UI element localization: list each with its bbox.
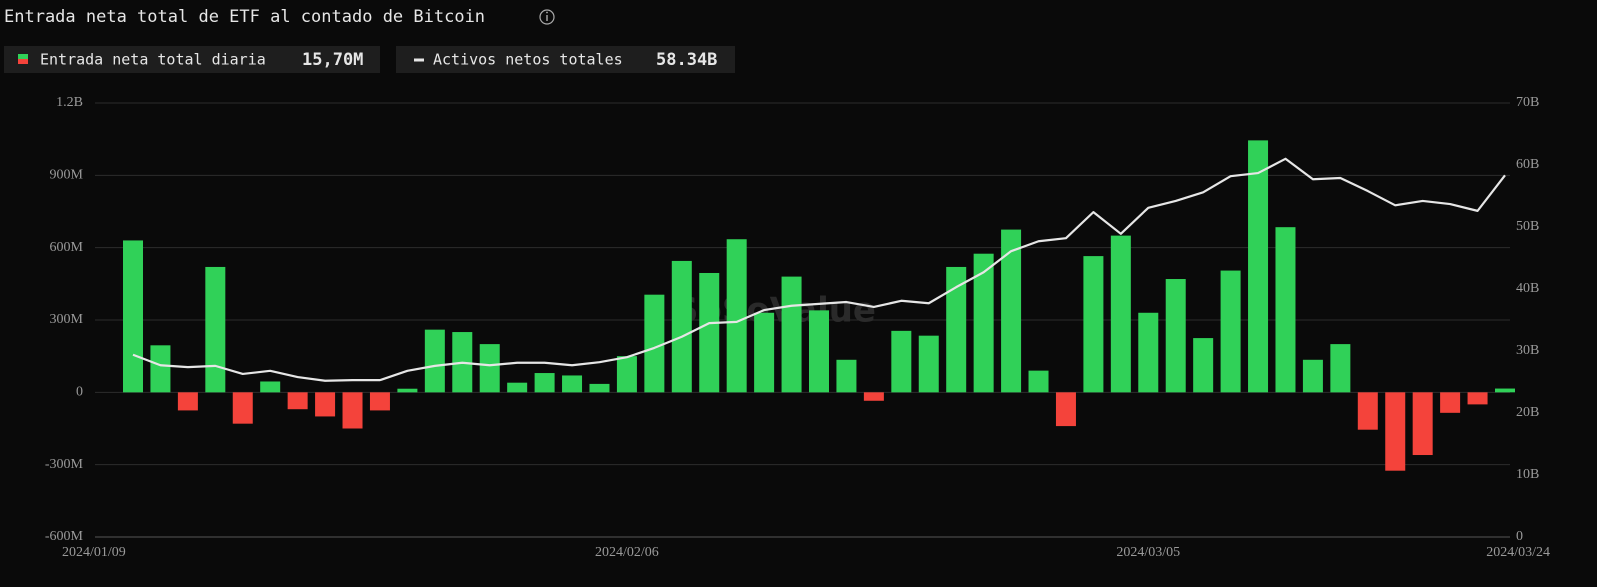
bar [781,276,802,393]
bar [754,312,775,393]
legend-box [4,46,380,73]
bar [287,392,308,410]
line [132,157,1506,382]
legend-label: Activos netos totales [433,51,623,69]
bar [863,392,884,401]
y-tick-label: 900M [50,168,84,183]
bar [1001,229,1022,393]
bar [123,240,143,393]
bar [1467,392,1488,405]
x-tick-label: 2024/03/24 [1486,545,1550,560]
bar [1248,140,1269,393]
bar [1440,392,1461,413]
bar [1138,312,1159,393]
bar [946,266,967,393]
bar [589,383,610,393]
legend-box [396,46,735,73]
y-tick-label: 1.2B [56,95,83,110]
y-tick-label: -600M [45,529,84,544]
y2-tick-label: 70B [1516,95,1539,110]
bar [1385,392,1406,471]
bar [205,266,226,393]
bar [1165,279,1186,393]
bar [671,260,692,393]
chart-title: Entrada neta total de ETF al contado de … [4,7,485,27]
bar [1412,392,1433,456]
y2-tick-label: 40B [1516,281,1539,296]
y2-tick-label: 60B [1516,157,1539,172]
x-tick-label: 2024/01/09 [62,545,126,560]
bar [644,294,665,393]
x-tick-label: 2024/02/06 [595,545,659,560]
bar [150,345,171,393]
bar [726,239,747,393]
bar [918,335,939,393]
bar [891,330,912,393]
y-tick-label: 600M [50,240,84,255]
bar [342,392,363,429]
legend-label: Entrada neta total diaria [40,51,266,69]
bar [534,373,555,393]
legend-swatch [18,59,28,64]
bar [260,381,281,393]
legend-value: 58.34B [656,50,717,70]
bar [616,356,637,393]
bar [973,253,994,393]
bar [809,310,829,393]
bar [1275,227,1296,393]
y-tick-label: 0 [76,385,83,400]
bar [1330,344,1351,393]
bar [1193,338,1214,393]
y2-tick-label: 50B [1516,219,1539,234]
bar [424,329,445,393]
bar [479,344,500,393]
y2-tick-label: 30B [1516,343,1539,358]
bar [232,392,253,424]
bar [369,392,390,411]
bar [562,375,583,393]
bar [397,388,418,393]
bar [1220,270,1241,393]
bar [1083,256,1104,393]
bar [1357,392,1378,430]
bar [1055,392,1076,427]
bar [1110,235,1131,393]
info-icon [539,9,555,25]
y2-tick-label: 20B [1516,405,1539,420]
y2-tick-label: 10B [1516,467,1539,482]
legend-value: 15,70M [302,50,363,70]
y-tick-label: 300M [50,312,84,327]
bar [507,382,528,393]
y2-tick-label: 0 [1516,529,1523,544]
bar [315,392,336,417]
bar [1495,388,1515,393]
bar [699,272,720,393]
legend-swatch [18,54,28,59]
bar [836,359,857,393]
x-tick-label: 2024/03/05 [1116,545,1180,560]
y-tick-label: -300M [45,457,84,472]
bar [1028,370,1049,393]
bar [1302,359,1323,393]
bar [177,392,198,411]
